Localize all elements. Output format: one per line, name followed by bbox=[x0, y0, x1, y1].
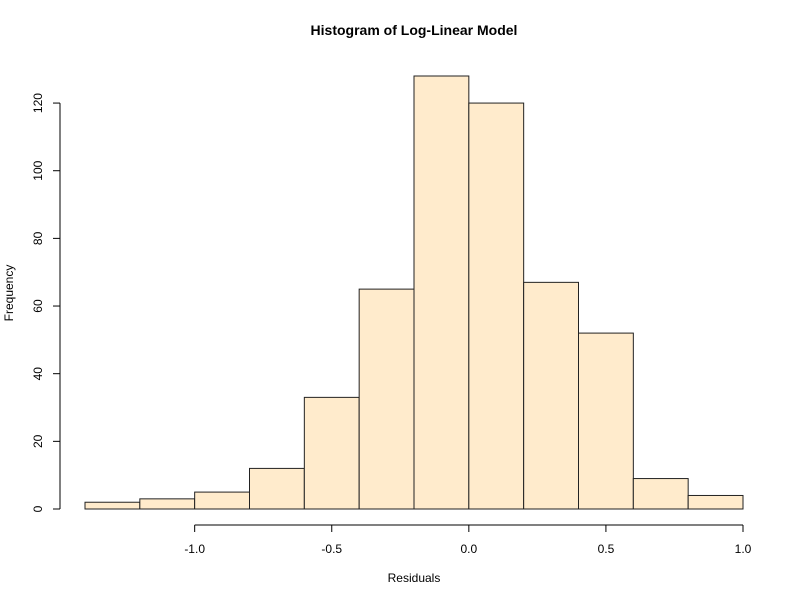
histogram-bar bbox=[194, 491, 251, 510]
y-tick-label: 60 bbox=[31, 299, 45, 313]
x-axis-label: Residuals bbox=[388, 571, 441, 585]
x-tick-label: -1.0 bbox=[184, 542, 205, 556]
histogram-bar bbox=[249, 467, 305, 510]
y-tick-label: 20 bbox=[31, 434, 45, 448]
y-axis-label: Frequency bbox=[2, 265, 16, 322]
y-tick-label: 100 bbox=[31, 160, 45, 180]
histogram-bar bbox=[413, 75, 470, 510]
y-axis: 0 20 40 60 80 100 120 bbox=[31, 93, 61, 512]
histogram-bar bbox=[523, 281, 580, 510]
histogram-bar bbox=[468, 102, 525, 510]
histogram-bar bbox=[632, 478, 689, 510]
y-tick-label: 80 bbox=[31, 231, 45, 245]
y-tick-label: 40 bbox=[31, 367, 45, 381]
histogram-bar bbox=[84, 501, 141, 510]
x-tick-label: 1.0 bbox=[735, 542, 752, 556]
histogram-bar bbox=[303, 396, 360, 510]
histogram-bar bbox=[139, 498, 196, 510]
bars-group bbox=[84, 75, 744, 510]
histogram-bar bbox=[358, 288, 415, 510]
histogram-bar bbox=[578, 332, 634, 510]
y-tick-label: 0 bbox=[31, 505, 45, 512]
x-tick-label: -0.5 bbox=[321, 542, 342, 556]
x-tick-label: 0.5 bbox=[598, 542, 615, 556]
x-tick-label: 0.0 bbox=[460, 542, 477, 556]
chart-title: Histogram of Log-Linear Model bbox=[311, 22, 518, 38]
y-tick-label: 120 bbox=[31, 93, 45, 113]
x-axis: -1.0 -0.5 0.0 0.5 1.0 bbox=[184, 524, 752, 556]
histogram-bar bbox=[687, 494, 744, 510]
